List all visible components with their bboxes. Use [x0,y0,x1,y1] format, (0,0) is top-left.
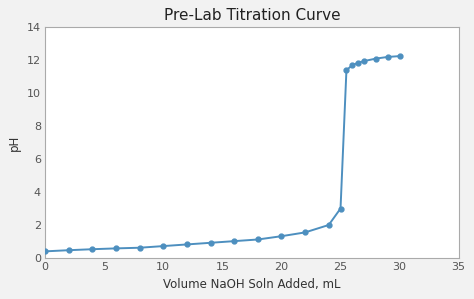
Title: Pre-Lab Titration Curve: Pre-Lab Titration Curve [164,8,340,23]
X-axis label: Volume NaOH Soln Added, mL: Volume NaOH Soln Added, mL [163,278,341,291]
Y-axis label: pH: pH [9,135,21,151]
